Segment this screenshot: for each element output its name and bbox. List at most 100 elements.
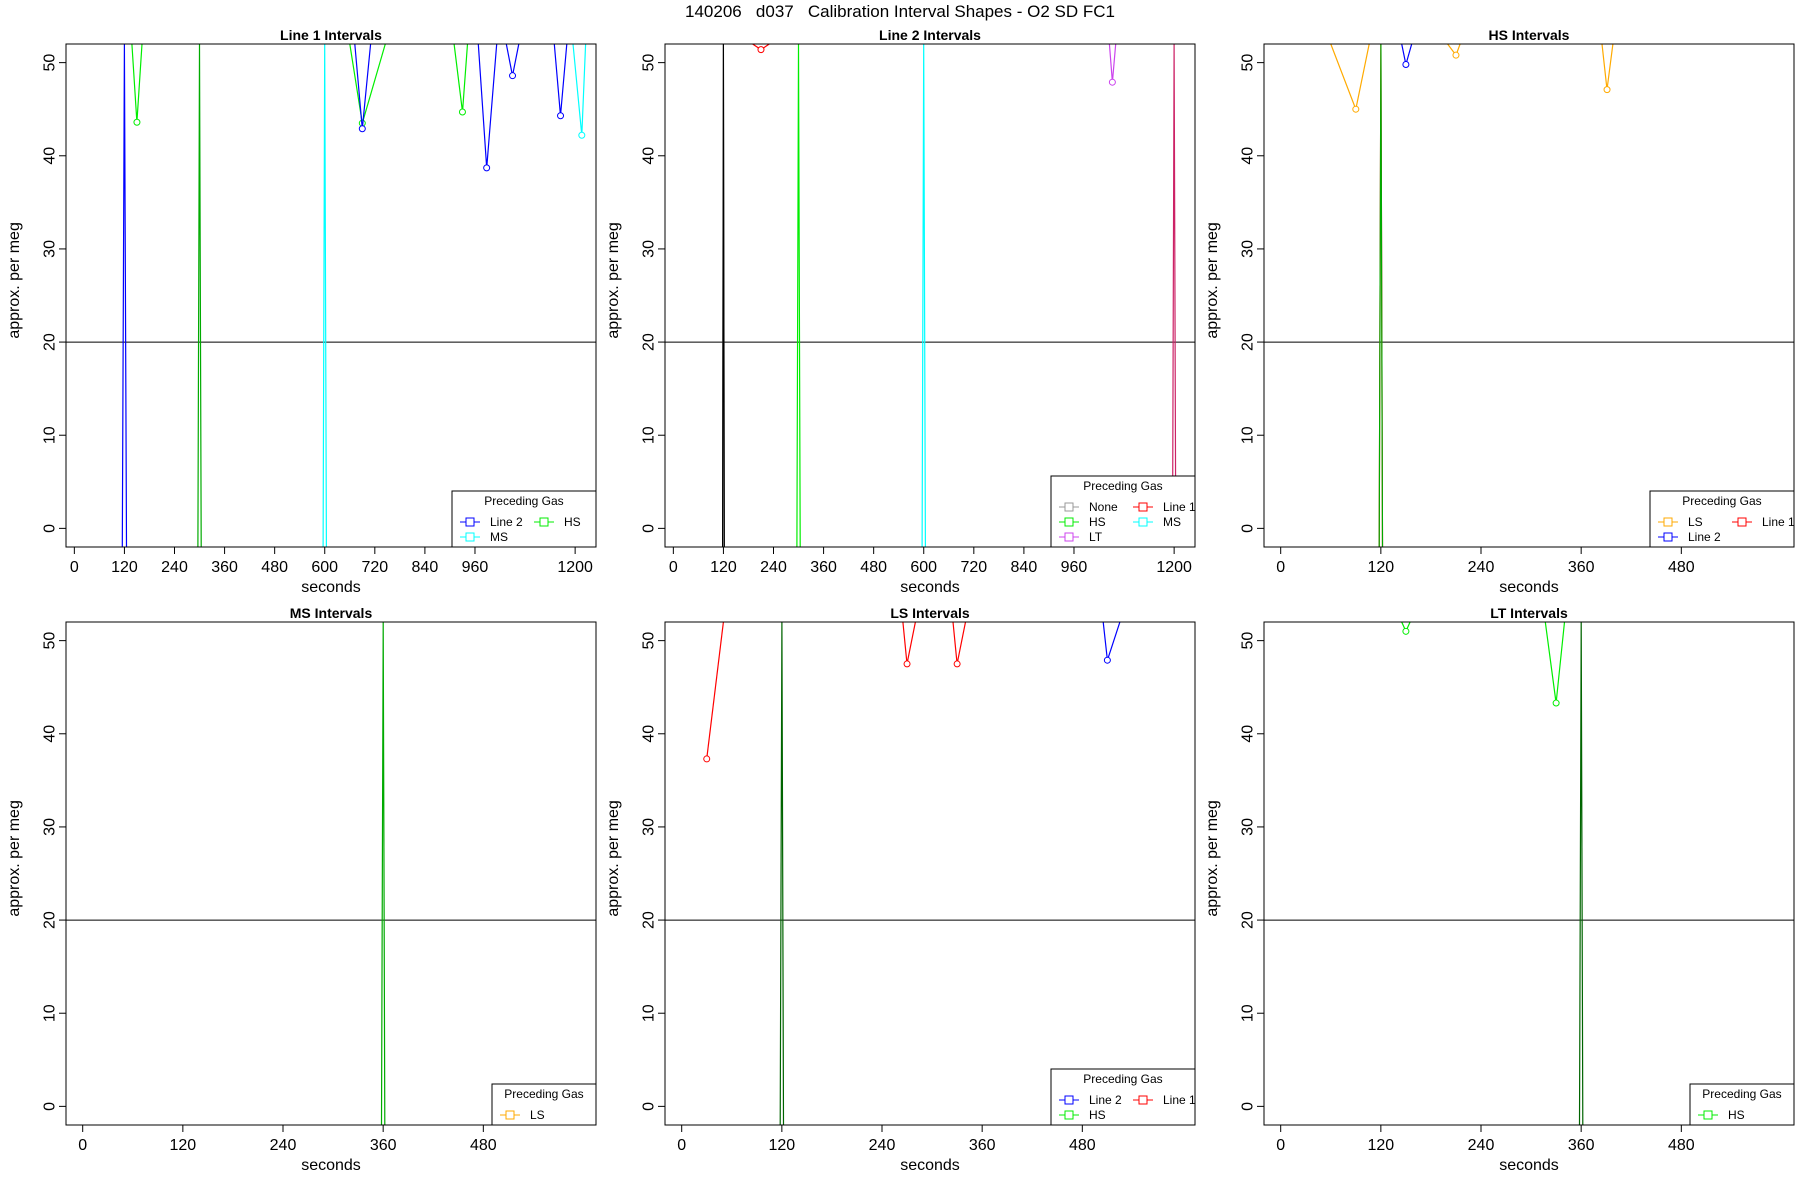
legend-marker (1064, 532, 1074, 542)
y-axis-label: approx. per meg (1204, 222, 1221, 339)
y-tick-label: 30 (42, 240, 59, 258)
y-tick-label: 10 (1240, 1004, 1257, 1022)
series-line (706, 622, 724, 759)
series-line (721, 44, 725, 547)
series-line (380, 622, 386, 1125)
x-tick-label: 0 (669, 559, 678, 576)
data-point (703, 755, 711, 763)
legend-label: HS (564, 515, 581, 529)
y-tick-label: 40 (1240, 725, 1257, 743)
x-tick-label: 720 (361, 559, 388, 576)
legend-label: MS (490, 530, 508, 544)
legend-label: HS (1089, 1108, 1106, 1122)
x-axis-label: seconds (301, 1157, 361, 1174)
x-tick-label: 360 (1568, 1137, 1595, 1154)
legend-label: LS (1688, 515, 1703, 529)
data-point (1603, 86, 1611, 94)
legend: Preceding Gas Line 2 Line 1 HS (1050, 1068, 1196, 1126)
x-tick-label: 360 (211, 559, 238, 576)
legend-label: Line 2 (490, 515, 523, 529)
series-line (1544, 622, 1566, 704)
legend-title: Preceding Gas (1083, 1072, 1162, 1086)
y-tick-label: 50 (1240, 54, 1257, 72)
series-group (721, 44, 1177, 547)
x-tick-label: 120 (1367, 559, 1394, 576)
y-tick-label: 20 (1240, 333, 1257, 351)
panel-3: HS Intervals 0 120 240 360 480 0 10 20 30 40 50 seco… (1204, 27, 1795, 596)
y-tick-label: 40 (1240, 147, 1257, 165)
legend-box (1649, 490, 1795, 548)
legend-marker (1064, 1110, 1074, 1120)
series-line (197, 44, 202, 547)
series-line (322, 44, 327, 547)
y-tick-label: 20 (641, 333, 658, 351)
series-line (796, 44, 801, 547)
panel-5: LS Intervals 0 120 240 360 480 0 10 20 30 40 50 seco… (605, 605, 1196, 1174)
legend-title: Preceding Gas (1702, 1087, 1781, 1101)
plot-frame (1263, 621, 1795, 1126)
legend-label: Line 1 (1762, 515, 1795, 529)
data-point (509, 72, 517, 80)
series-line (505, 44, 520, 76)
series-group (380, 622, 386, 1125)
y-tick-label: 40 (641, 147, 658, 165)
x-tick-label: 360 (1568, 559, 1595, 576)
panel-title: LT Intervals (1490, 605, 1568, 621)
legend-marker (1138, 517, 1148, 527)
series-group (1330, 44, 1614, 547)
x-tick-label: 120 (1367, 1137, 1394, 1154)
panel-title: MS Intervals (290, 605, 373, 621)
plot-frame (664, 621, 1196, 1126)
x-axis-label: seconds (900, 1157, 960, 1174)
y-axis-label: approx. per meg (605, 222, 622, 339)
data-point (953, 660, 961, 668)
y-tick-label: 20 (42, 333, 59, 351)
legend-marker (1663, 532, 1673, 542)
data-point (757, 46, 765, 54)
data-point (458, 108, 466, 116)
x-tick-label: 0 (1276, 1137, 1285, 1154)
series-line (1171, 44, 1177, 547)
y-tick-label: 40 (641, 725, 658, 743)
legend-label: HS (1728, 1108, 1745, 1122)
x-tick-label: 240 (1468, 559, 1495, 576)
plot-frame (65, 621, 597, 1126)
panel-title: Line 2 Intervals (879, 27, 981, 43)
series-line (349, 44, 386, 124)
x-tick-label: 120 (710, 559, 737, 576)
series-line (121, 44, 128, 547)
legend-label: HS (1089, 515, 1106, 529)
legend-title: Preceding Gas (504, 1087, 583, 1101)
x-tick-label: 240 (1468, 1137, 1495, 1154)
legend-label: Line 2 (1688, 530, 1721, 544)
y-tick-label: 30 (641, 818, 658, 836)
legend-marker (465, 532, 475, 542)
legend: Preceding Gas LS (491, 1083, 597, 1126)
data-point (557, 112, 565, 120)
y-tick-label: 0 (641, 524, 658, 533)
series-line (952, 622, 967, 665)
x-tick-label: 960 (462, 559, 489, 576)
legend-label: Line 1 (1163, 1093, 1196, 1107)
y-tick-label: 50 (42, 54, 59, 72)
series-line (354, 44, 372, 129)
series-group (121, 44, 587, 547)
data-point (483, 164, 491, 172)
x-axis-label: seconds (1499, 1157, 1559, 1174)
series-line (131, 44, 143, 123)
legend-box (451, 490, 597, 548)
series-line (572, 44, 587, 136)
x-tick-label: 240 (760, 559, 787, 576)
plot-frame (664, 43, 1196, 548)
x-tick-label: 480 (860, 559, 887, 576)
x-tick-label: 240 (869, 1137, 896, 1154)
legend-marker (1737, 517, 1747, 527)
series-line (921, 44, 927, 547)
x-axis-label: seconds (1499, 579, 1559, 596)
series-line (779, 622, 785, 1125)
y-tick-label: 50 (1240, 632, 1257, 650)
x-tick-label: 480 (470, 1137, 497, 1154)
y-tick-label: 50 (641, 632, 658, 650)
data-point (1352, 105, 1360, 113)
y-tick-label: 40 (42, 725, 59, 743)
